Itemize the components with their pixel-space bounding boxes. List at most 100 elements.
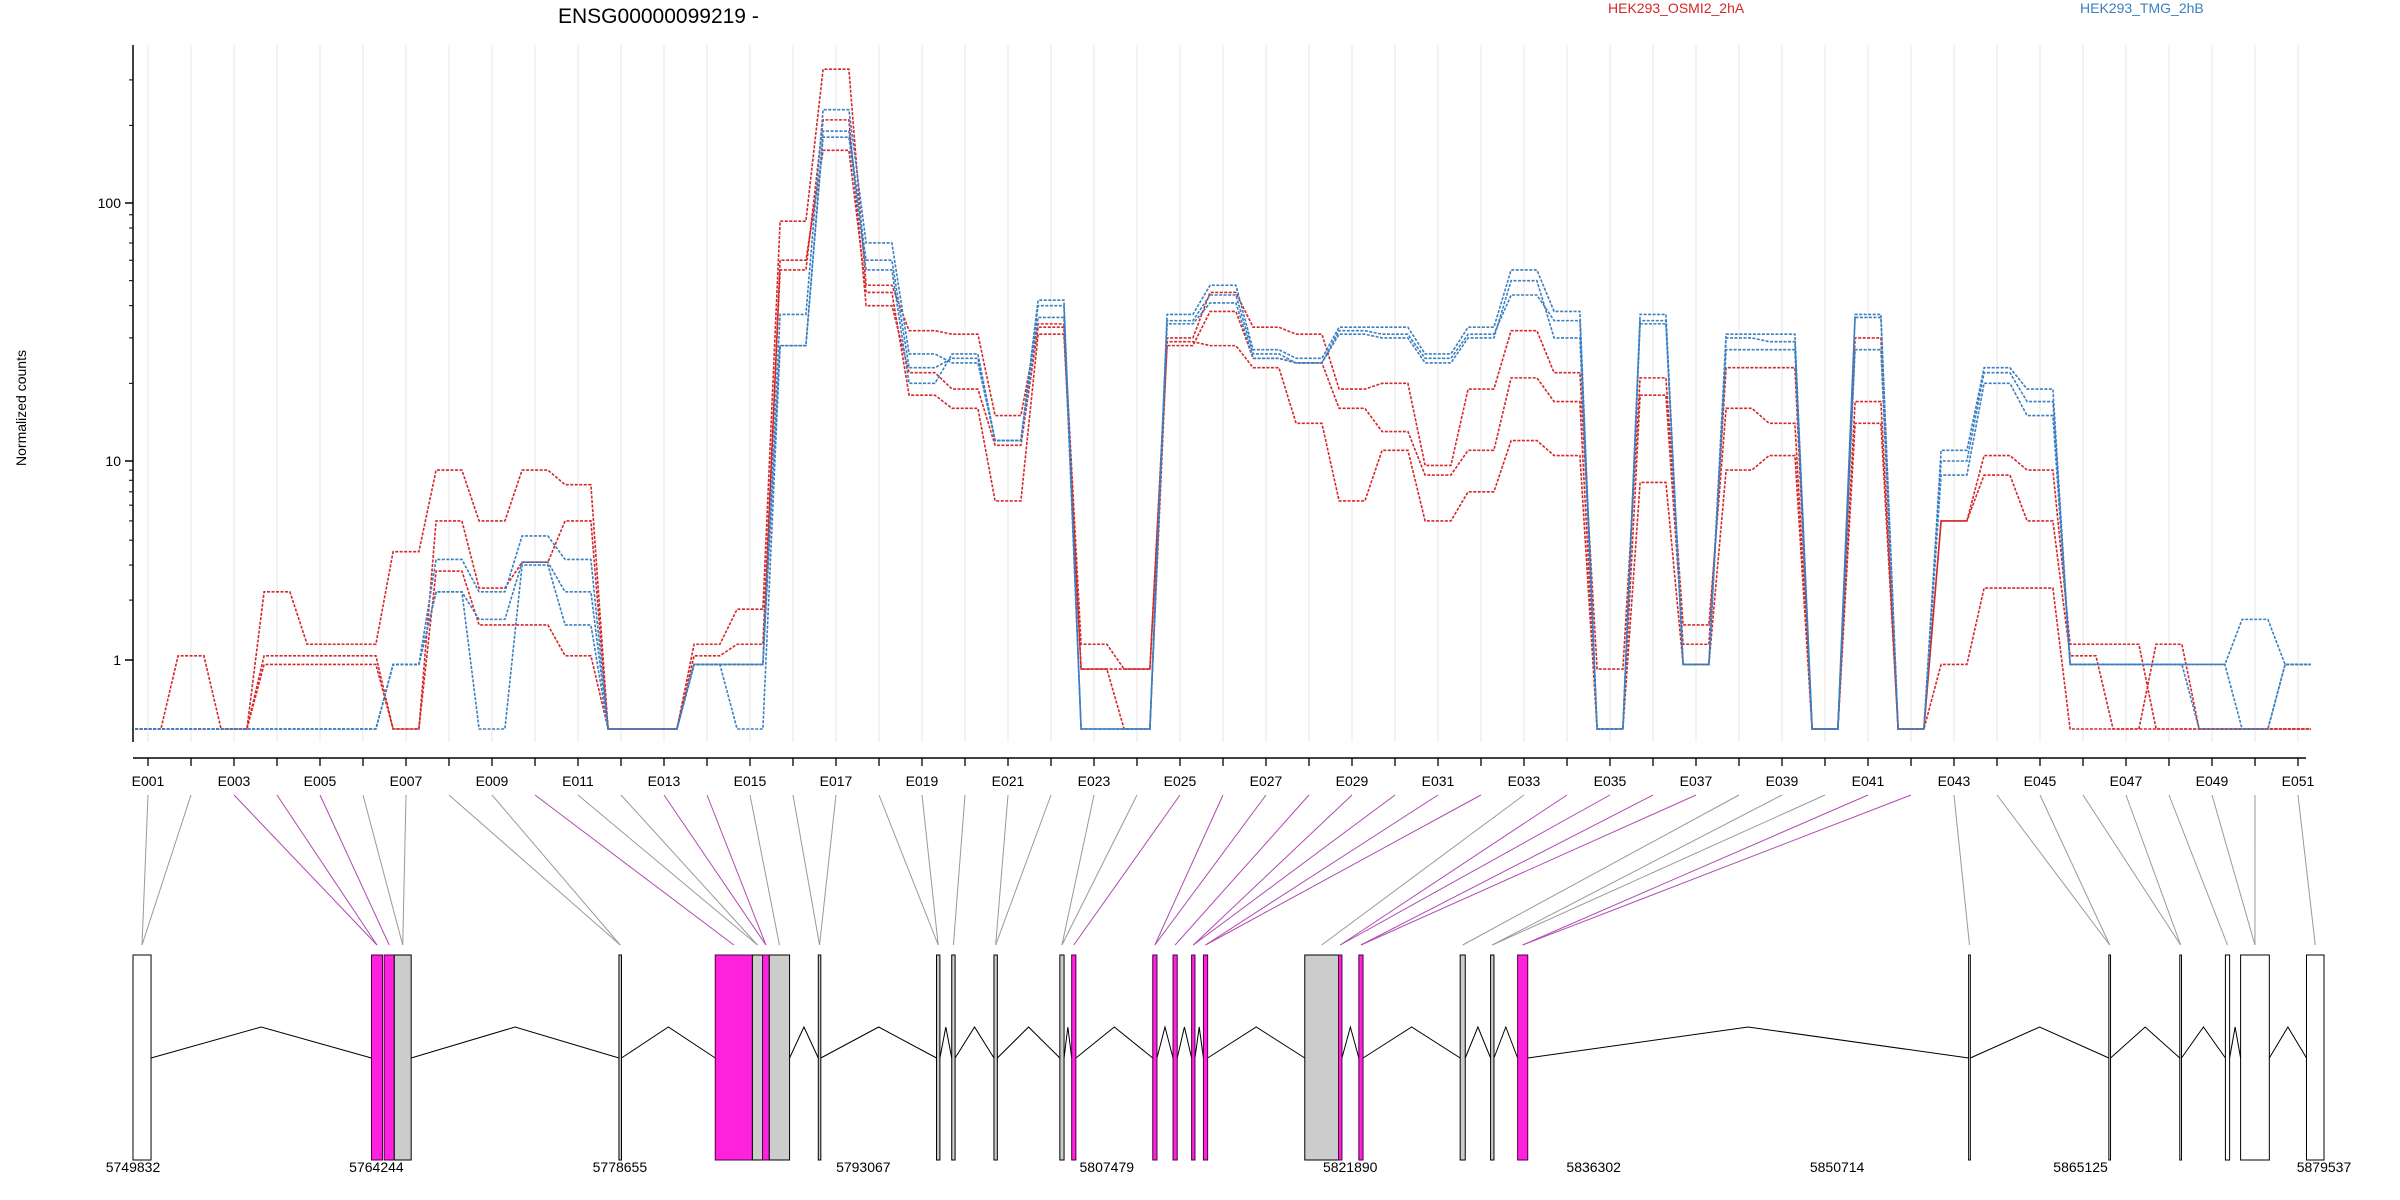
connector-line <box>792 794 821 946</box>
connector-line <box>577 794 758 946</box>
intron-line <box>1970 1026 2110 1059</box>
exon-box <box>936 954 941 1161</box>
connector-line <box>1462 794 1740 946</box>
connector-line <box>491 794 621 946</box>
connector-line <box>1339 794 1568 946</box>
exon-box <box>951 954 956 1161</box>
exon-axis-labels: E001 E003 E005 E007 E009 E011 E013 E015 E017 E019… <box>132 773 2315 789</box>
connector-line <box>921 794 939 946</box>
intron-line <box>150 1026 372 1059</box>
connector-line <box>1205 794 1439 946</box>
exon-label: E001 <box>132 773 165 789</box>
exon-box <box>1202 954 1209 1161</box>
vertical-grid <box>147 45 2299 742</box>
exon-box <box>817 954 822 1161</box>
exon-label: E023 <box>1078 773 1111 789</box>
genomic-tick-label: 5764244 <box>349 1159 404 1175</box>
exon-label: E031 <box>1422 773 1455 789</box>
connector-line <box>663 794 767 946</box>
exon-box <box>751 954 764 1161</box>
genomic-tick-label: 5865125 <box>2053 1159 2108 1175</box>
connector-line <box>362 794 404 946</box>
exon-box <box>1304 954 1340 1161</box>
exon-label: E043 <box>1938 773 1971 789</box>
exon-label: E047 <box>2110 773 2143 789</box>
connector-line <box>1073 794 1181 946</box>
connector-line <box>1321 794 1525 946</box>
connector-line <box>749 794 780 946</box>
connector-line <box>706 794 767 946</box>
intron-line <box>1194 1026 1204 1059</box>
connector-line <box>620 794 758 946</box>
exon-box <box>2224 954 2231 1161</box>
exon-label: E011 <box>562 773 594 789</box>
y-tick-label: 1 <box>113 652 121 668</box>
genomic-tick-label: 5778655 <box>593 1159 648 1175</box>
intron-line <box>411 1026 620 1059</box>
connector-line <box>2039 794 2111 946</box>
exon-box <box>370 954 383 1161</box>
exon-box <box>768 954 791 1161</box>
exon-label: E027 <box>1250 773 1283 789</box>
connector-line <box>534 794 735 946</box>
exon-box <box>132 954 152 1161</box>
series-line <box>135 108 2311 730</box>
exon-label: E007 <box>390 773 423 789</box>
exon-box <box>618 954 622 1161</box>
connector-line <box>878 794 939 946</box>
connector-line <box>2211 794 2256 946</box>
connector-line <box>819 794 837 946</box>
exon-label: E021 <box>992 773 1025 789</box>
connector-line <box>1154 794 1224 946</box>
connector-line <box>1192 794 1396 946</box>
exon-box <box>1059 954 1065 1161</box>
intron-line <box>1075 1026 1154 1059</box>
series-line <box>135 119 2311 730</box>
connector-line <box>2125 794 2182 946</box>
connector-line <box>276 794 378 946</box>
connector-line <box>448 794 621 946</box>
exon-box <box>383 954 395 1161</box>
exon-label: E037 <box>1680 773 1713 789</box>
exon-connectors <box>141 794 2316 946</box>
connector-line <box>1522 794 1869 946</box>
series-line <box>135 130 2311 730</box>
legend-osmi2: HEK293_OSMI2_2hA <box>1608 0 1745 16</box>
connector-line <box>233 794 378 946</box>
connector-line <box>952 794 966 946</box>
exon-box <box>1191 954 1196 1161</box>
series-line <box>135 136 2311 730</box>
connector-line <box>1154 794 1267 946</box>
genomic-tick-label: 5807479 <box>1080 1159 1135 1175</box>
connector-line <box>319 794 390 946</box>
exon-label: E049 <box>2196 773 2229 789</box>
exon-box <box>2108 954 2112 1161</box>
exon-box <box>2179 954 2182 1161</box>
genomic-tick-label: 5850714 <box>1810 1159 1865 1175</box>
connector-line <box>1174 794 1310 946</box>
genomic-tick-label: 5749832 <box>106 1159 161 1175</box>
exon-box <box>1459 954 1466 1161</box>
intron-line <box>939 1026 953 1059</box>
exon-label: E051 <box>2282 773 2315 789</box>
exon-box <box>1338 954 1343 1161</box>
intron-line <box>2229 1026 2242 1059</box>
exon-label: E005 <box>304 773 337 789</box>
exon-box <box>1490 954 1495 1161</box>
intron-line <box>1156 1025 1174 1059</box>
intron-line <box>996 1026 1061 1059</box>
intron-line <box>621 1026 716 1059</box>
exon-box <box>1517 954 1529 1161</box>
genomic-tick-label: 5821890 <box>1323 1159 1378 1175</box>
exon-label: E025 <box>1164 773 1197 789</box>
connector-line <box>1492 794 1783 946</box>
intron-line <box>820 1026 937 1059</box>
exon-box <box>1358 954 1364 1161</box>
exon-box <box>714 954 753 1161</box>
y-tick-label: 10 <box>105 453 121 469</box>
intron-line <box>1464 1025 1492 1059</box>
connector-line <box>1360 794 1697 946</box>
exon-label: E045 <box>2024 773 2057 789</box>
connector-line <box>995 794 1052 946</box>
